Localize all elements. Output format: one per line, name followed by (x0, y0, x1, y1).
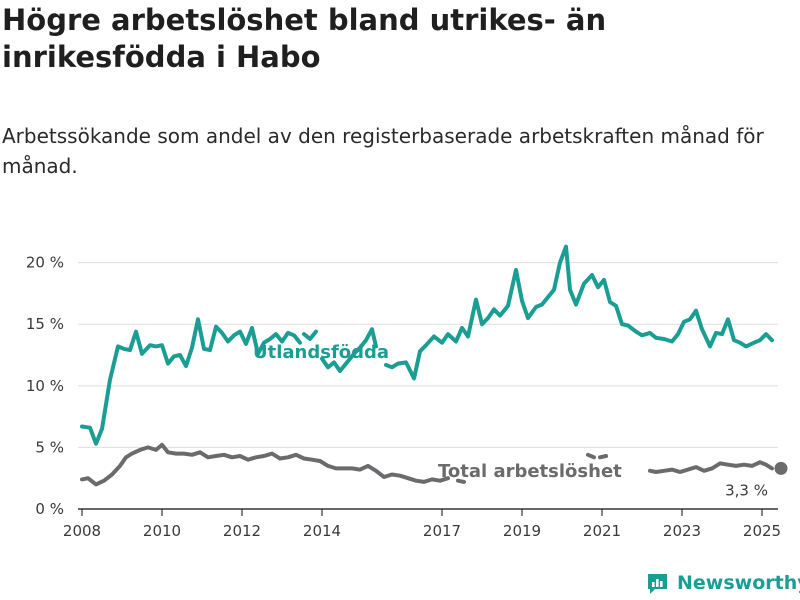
x-tick-label: 2012 (223, 522, 261, 540)
x-tick-label: 2017 (423, 522, 461, 540)
brand-name: Newsworthy (677, 572, 800, 594)
x-tick-label: 2023 (663, 522, 701, 540)
y-tick-label: 5 % (35, 438, 64, 456)
series-labels: Utlandsfödda Total arbetslöshet 3,3 % (253, 342, 788, 499)
page-subtitle: Arbetssökande som andel av den registerb… (2, 124, 764, 178)
x-tick-label: 2014 (303, 522, 341, 540)
y-tick-label: 15 % (26, 315, 64, 333)
series-line-utlandsfodda (80, 244, 774, 446)
series-label-total: Total arbetslöshet (438, 461, 622, 482)
series-line-total (80, 442, 774, 487)
x-tick-label: 2019 (503, 522, 541, 540)
gridlines (78, 262, 778, 448)
x-tick-label: 2021 (583, 522, 621, 540)
total-endpoint-marker (774, 461, 788, 475)
y-tick-label: 20 % (26, 254, 64, 272)
y-tick-label: 0 % (35, 500, 64, 518)
newsworthy-logo-icon (648, 574, 667, 594)
y-tick-label: 10 % (26, 377, 64, 395)
series-label-utlandsfodda: Utlandsfödda (253, 342, 389, 363)
x-tick-label: 2008 (63, 522, 101, 540)
axes: 0 % 5 % 10 % 15 % 20 % 2008 2010 2012 2014 2017 20… (26, 254, 781, 540)
x-tick-label: 2010 (143, 522, 181, 540)
total-endpoint-value: 3,3 % (725, 481, 768, 499)
newsworthy-brand[interactable]: Newsworthy (645, 568, 800, 598)
page-title: Högre arbetslöshet bland utrikes- än inr… (2, 3, 607, 74)
series-lines (80, 244, 774, 487)
x-tick-label: 2025 (743, 522, 781, 540)
